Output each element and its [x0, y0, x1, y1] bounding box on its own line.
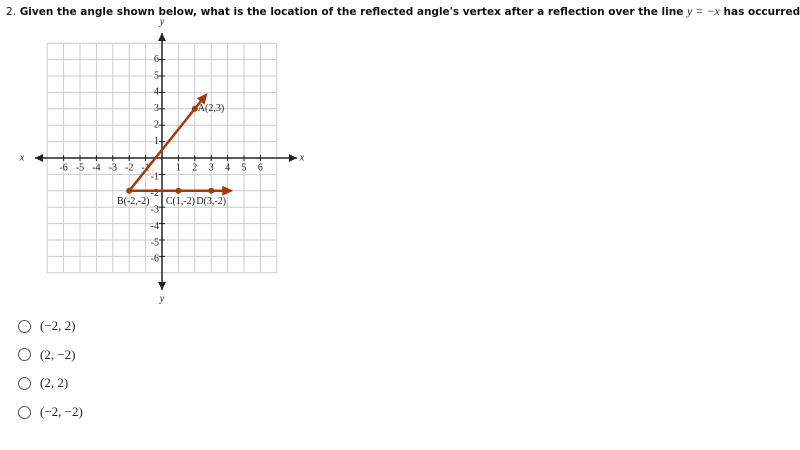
point-label: B(-2,-2) — [117, 196, 150, 207]
option-text: (−2, −2) — [40, 404, 83, 420]
y-tick-label: 2 — [154, 119, 159, 130]
axis-arrow — [158, 33, 166, 41]
axis-arrow — [35, 154, 43, 162]
ray — [128, 95, 207, 192]
ray-arrow — [222, 185, 234, 196]
point — [126, 187, 133, 194]
option[interactable]: (−2, 2) — [18, 318, 76, 334]
y-tick-label: -1 — [151, 172, 159, 183]
x-tick-label: -4 — [92, 162, 100, 173]
option-text: (2, 2) — [40, 375, 69, 391]
x-tick-label: -2 — [125, 162, 133, 173]
y-tick-label: 5 — [154, 70, 159, 81]
y-tick-label: -6 — [151, 254, 159, 265]
radio-button[interactable] — [18, 405, 31, 419]
question-text: has occurred? — [723, 6, 800, 18]
y-tick-label: -4 — [151, 221, 159, 232]
x-tick-label: -6 — [59, 162, 67, 173]
x-tick-label: -1 — [141, 162, 149, 173]
x-axis-label: x — [19, 152, 25, 163]
point-label: C(1,-2) — [166, 196, 195, 207]
option[interactable]: (2, −2) — [18, 347, 76, 363]
x-tick-label: -3 — [109, 162, 117, 173]
y-tick-label: 1 — [154, 136, 159, 147]
question: 2. Given the angle shown below, what is … — [6, 4, 800, 19]
x-tick-label: 1 — [176, 162, 181, 173]
point — [175, 187, 182, 194]
axis-arrow — [289, 154, 297, 162]
ray-arrow — [196, 92, 208, 105]
question-number: 2. — [6, 6, 17, 18]
radio-button[interactable] — [18, 319, 31, 333]
y-tick-label: 6 — [154, 54, 159, 65]
y-axis-label: y — [159, 16, 165, 27]
x-axis-label: x — [299, 152, 305, 163]
radio-button[interactable] — [18, 348, 31, 362]
x-tick-label: -5 — [76, 162, 84, 173]
radio-button[interactable] — [18, 376, 31, 390]
point-label: D(3,-2) — [196, 196, 226, 207]
point-label: A(2,3) — [198, 103, 224, 114]
x-tick-label: 4 — [225, 162, 230, 173]
y-tick-label: -2 — [151, 188, 159, 199]
question-math: y = −x — [687, 4, 720, 18]
x-tick-label: 5 — [242, 162, 247, 173]
axis-arrow — [158, 282, 166, 290]
question-text: Given the angle shown below, what is the… — [19, 6, 684, 18]
option-text: (2, −2) — [40, 346, 76, 362]
y-tick-label: -3 — [151, 204, 159, 215]
y-axis-label: y — [159, 293, 165, 304]
option-text: (−2, 2) — [40, 318, 76, 333]
x-tick-label: 2 — [192, 162, 197, 173]
graph: x xyy-6 -5 -4 -3 -2 -1 1 2 3 4 5 6-6-5-4-3-2-1123456… — [19, 16, 305, 304]
x-tick-label: 3 — [209, 162, 214, 173]
point — [208, 187, 215, 194]
option[interactable]: (−2, −2) — [18, 404, 83, 420]
x-tick-label: 6 — [258, 162, 263, 173]
y-tick-label: 3 — [154, 103, 159, 114]
option[interactable]: (2, 2) — [18, 375, 68, 391]
y-tick-label: 4 — [154, 87, 159, 98]
point — [191, 105, 198, 112]
y-tick-label: -5 — [151, 237, 159, 248]
